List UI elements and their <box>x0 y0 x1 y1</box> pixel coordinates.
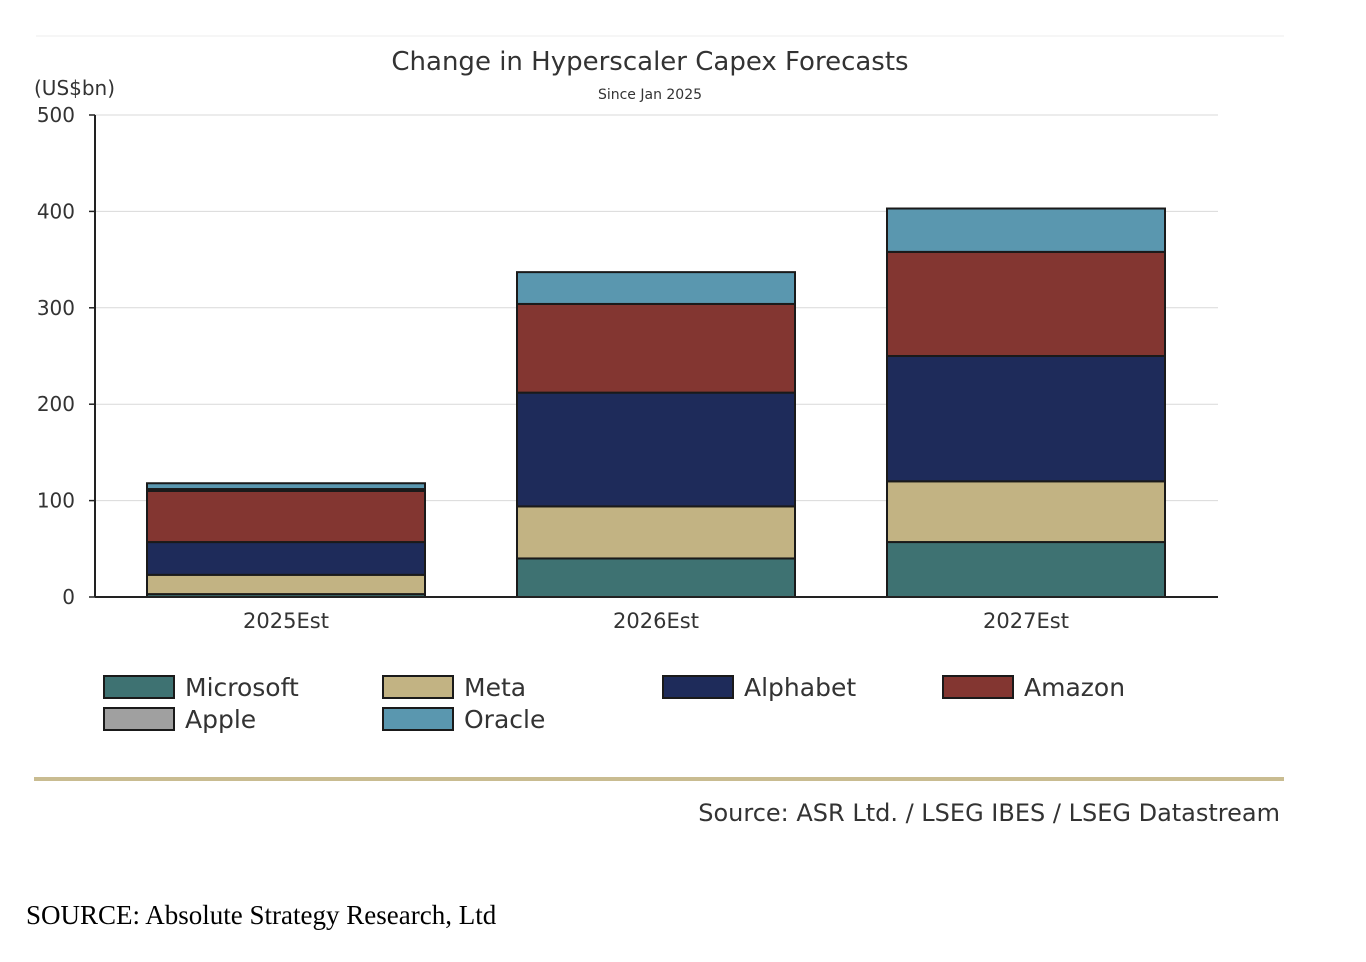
y-tick-label: 100 <box>37 489 75 513</box>
legend-swatch-amazon <box>942 675 1014 699</box>
y-axis-label: (US$bn) <box>34 76 115 100</box>
bar-segment-oracle-2026est <box>516 271 796 305</box>
bar-segment-oracle-2025est <box>146 482 426 491</box>
bar-segment-meta-2026est <box>516 505 796 560</box>
y-tick-label: 0 <box>62 585 75 609</box>
legend-label-amazon: Amazon <box>1024 673 1125 702</box>
legend-label-oracle: Oracle <box>464 705 545 734</box>
legend-swatch-microsoft <box>103 675 175 699</box>
chart-title: Change in Hyperscaler Capex Forecasts <box>391 47 908 77</box>
bar-segment-oracle-2027est <box>886 207 1166 253</box>
x-tick-label: 2026Est <box>613 609 699 633</box>
chart-subtitle: Since Jan 2025 <box>598 87 702 103</box>
y-tick-label: 400 <box>37 199 75 223</box>
bar-segment-alphabet-2027est <box>886 355 1166 483</box>
y-tick-label: 500 <box>37 103 75 127</box>
legend-swatch-oracle <box>382 707 454 731</box>
bar-segment-microsoft-2027est <box>886 541 1166 598</box>
bar-segment-alphabet-2025est <box>146 541 426 576</box>
legend: Microsoft Meta Alphabet Amazon Apple Oracle <box>103 673 1125 734</box>
chart-container: Change in Hyperscaler Capex Forecasts Si… <box>34 35 1284 827</box>
legend-label-microsoft: Microsoft <box>185 673 299 702</box>
footer-source: SOURCE: Absolute Strategy Research, Ltd <box>26 900 497 930</box>
x-tick-label: 2027Est <box>983 609 1069 633</box>
stacked-bar-chart: Change in Hyperscaler Capex Forecasts Si… <box>34 35 1284 827</box>
bar-segment-meta-2027est <box>886 480 1166 544</box>
legend-label-alphabet: Alphabet <box>744 673 856 702</box>
legend-label-apple: Apple <box>185 705 256 734</box>
x-tick-labels: 2025Est 2026Est 2027Est <box>243 609 1069 633</box>
legend-swatch-alphabet <box>662 675 734 699</box>
legend-label-meta: Meta <box>464 673 526 702</box>
y-tick-label: 200 <box>37 392 75 416</box>
bar-segment-alphabet-2026est <box>516 391 796 508</box>
bar-segment-amazon-2026est <box>516 302 796 394</box>
x-tick-label: 2025Est <box>243 609 329 633</box>
y-tick-labels: 0 100 200 300 400 500 <box>37 103 75 609</box>
legend-swatch-apple <box>103 707 175 731</box>
bars <box>146 207 1166 599</box>
bar-segment-meta-2025est <box>146 573 426 596</box>
chart-source: Source: ASR Ltd. / LSEG IBES / LSEG Data… <box>698 799 1280 827</box>
bar-segment-amazon-2027est <box>886 250 1166 357</box>
bar-segment-microsoft-2026est <box>516 557 796 599</box>
y-tick-label: 300 <box>37 296 75 320</box>
bar-segment-amazon-2025est <box>146 489 426 544</box>
legend-swatch-meta <box>382 675 454 699</box>
